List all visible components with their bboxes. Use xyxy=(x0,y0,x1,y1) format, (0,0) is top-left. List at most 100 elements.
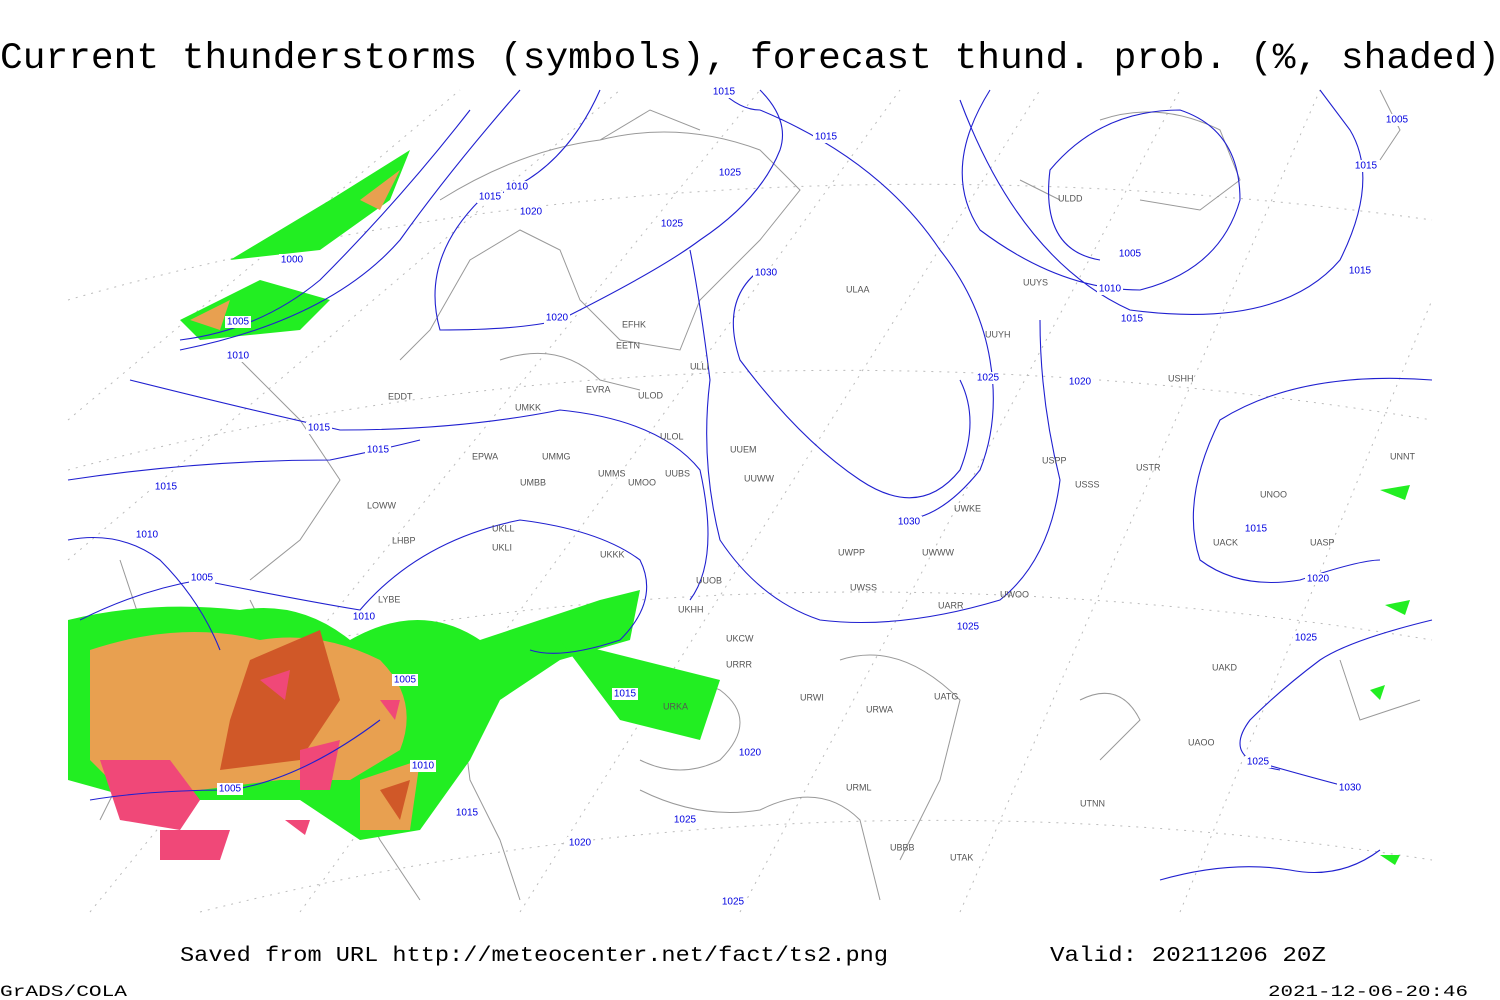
timestamp: 2021-12-06-20:46 xyxy=(1268,983,1468,1000)
isobar-label: 1015 xyxy=(155,482,178,493)
station-code: UMMS xyxy=(598,468,626,478)
isobar-label: 1025 xyxy=(1247,757,1270,768)
label-bg xyxy=(672,814,698,826)
isobar-label: 1025 xyxy=(719,168,742,179)
station-code: UWOO xyxy=(1000,589,1029,599)
label-bg xyxy=(813,131,839,143)
station-code: UMBB xyxy=(520,477,546,487)
valid-time: Valid: 20211206 20Z xyxy=(1050,945,1326,968)
isobar-label: 1025 xyxy=(674,815,697,826)
station-code: UNNT xyxy=(1390,451,1415,461)
station-code: UMKK xyxy=(515,402,541,412)
station-code: USHH xyxy=(1168,373,1194,383)
station-code: ULAA xyxy=(846,284,870,294)
label-bg xyxy=(518,206,544,218)
isobar-labels: 1015 1015 1010 1015 1020 1025 1025 1000 1005 1010… xyxy=(134,86,1410,908)
label-bg xyxy=(896,516,922,528)
station-code: UWWW xyxy=(922,547,954,557)
station-code: URWI xyxy=(800,692,824,702)
label-bg xyxy=(189,572,215,584)
isobar-label: 1020 xyxy=(739,748,762,759)
isobar-label: 1015 xyxy=(456,808,479,819)
station-code: UWPP xyxy=(838,547,865,557)
station-code: UUYS xyxy=(1023,277,1048,287)
isobar-label: 1005 xyxy=(191,573,214,584)
isobar-label: 1025 xyxy=(722,897,745,908)
label-bg xyxy=(410,760,436,772)
station-code: UKHH xyxy=(678,604,704,614)
station-code: UMOO xyxy=(628,477,656,487)
isobar-label: 1005 xyxy=(394,675,417,686)
label-bg xyxy=(1293,632,1319,644)
isobar-label: 1025 xyxy=(661,219,684,230)
source-url: Saved from URL http://meteocenter.net/fa… xyxy=(180,945,888,968)
station-code: UACK xyxy=(1213,537,1238,547)
station-code: URRR xyxy=(726,659,752,669)
isobar-label: 1020 xyxy=(520,207,543,218)
label-bg xyxy=(955,621,981,633)
label-bg xyxy=(153,481,179,493)
title: Current thunderstorms (symbols), forecas… xyxy=(0,38,1500,80)
isobar-label: 1020 xyxy=(569,838,592,849)
isobar-label: 1015 xyxy=(479,192,502,203)
isobar-label: 1020 xyxy=(1069,377,1092,388)
station-code: UAOO xyxy=(1188,737,1215,747)
isobar-label: 1025 xyxy=(1295,633,1318,644)
station-code: UUOB xyxy=(696,575,722,585)
station-code: USPP xyxy=(1042,455,1067,465)
isobar-label: 1015 xyxy=(815,132,838,143)
isobar-label: 1030 xyxy=(898,517,921,528)
station-code: ULDD xyxy=(1058,193,1083,203)
station-code: UMMG xyxy=(542,451,571,461)
station-code: ULOL xyxy=(660,431,684,441)
isobar-label: 1005 xyxy=(227,317,250,328)
label-bg xyxy=(217,783,243,795)
isobar-label: 1015 xyxy=(614,689,637,700)
isobar-label: 1015 xyxy=(1121,314,1144,325)
isobar-label: 1030 xyxy=(1339,783,1362,794)
station-code: EPWA xyxy=(472,451,498,461)
station-code: UKLI xyxy=(492,542,512,552)
isobar-label: 1000 xyxy=(281,255,304,266)
label-bg xyxy=(612,688,638,700)
station-code: UNOO xyxy=(1260,489,1287,499)
station-code: URKA xyxy=(663,701,688,711)
station-code: UKLL xyxy=(492,523,515,533)
isobar-label: 1015 xyxy=(1349,266,1372,277)
label-bg xyxy=(134,529,160,541)
station-code: EETN xyxy=(616,340,640,350)
isobar-label: 1005 xyxy=(1119,249,1142,260)
station-code: ULOD xyxy=(638,390,664,400)
label-bg xyxy=(567,837,593,849)
label-bg xyxy=(1305,573,1331,585)
label-bg xyxy=(1353,160,1379,172)
station-code: UKKK xyxy=(600,549,625,559)
isobar-label: 1015 xyxy=(1355,161,1378,172)
isobar-label: 1030 xyxy=(755,268,778,279)
isobar-label: 1010 xyxy=(136,530,159,541)
station-code: UWSS xyxy=(850,582,877,592)
isobar-label: 1015 xyxy=(1245,524,1268,535)
label-bg xyxy=(544,312,570,324)
station-code: UTNN xyxy=(1080,798,1105,808)
label-bg xyxy=(504,181,530,193)
isobar-label: 1025 xyxy=(977,373,1000,384)
station-code: UARR xyxy=(938,600,964,610)
label-bg xyxy=(1119,313,1145,325)
station-code: UUYH xyxy=(985,329,1011,339)
label-bg xyxy=(1097,283,1123,295)
label-bg xyxy=(365,444,391,456)
station-code: EVRA xyxy=(586,384,611,394)
isobar-label: 1010 xyxy=(412,761,435,772)
isobar-label: 1005 xyxy=(1386,115,1409,126)
station-code: UUWW xyxy=(744,473,774,483)
station-code: ULLI xyxy=(690,361,709,371)
label-bg xyxy=(1067,376,1093,388)
station-code: UTAK xyxy=(950,852,973,862)
station-code: LHBP xyxy=(392,535,416,545)
label-bg xyxy=(1347,265,1373,277)
station-code: UUBS xyxy=(665,468,690,478)
isobar-label: 1015 xyxy=(367,445,390,456)
isobar-label: 1010 xyxy=(506,182,529,193)
station-code: USTR xyxy=(1136,462,1161,472)
